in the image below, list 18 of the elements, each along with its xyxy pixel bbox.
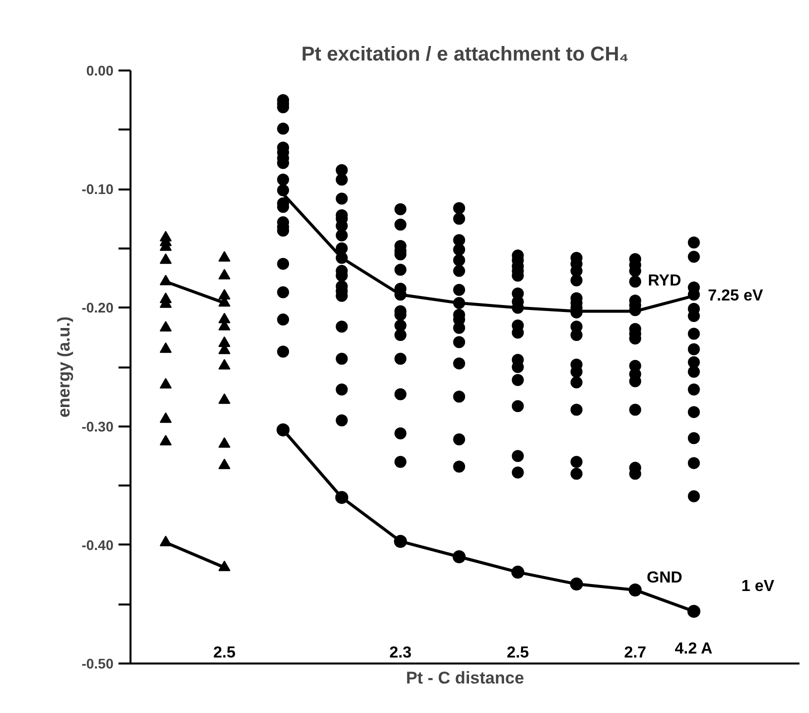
y-tick-label: -0.50 (82, 656, 114, 672)
x-tick-label: 2.5 (213, 644, 236, 662)
y-tick-label: -0.40 (82, 536, 114, 553)
annotation: 7.25 eV (708, 287, 764, 304)
x-tick-label: 2.3 (389, 644, 412, 662)
y-axis-title: energy (a.u.) (54, 316, 74, 418)
x-axis-title: Pt - C distance (406, 668, 524, 688)
x-tick-label: 2.7 (624, 644, 646, 662)
x-tick-label: 2.5 (506, 644, 530, 662)
series-label: RYD (648, 272, 682, 290)
series-label: GND (646, 570, 682, 587)
text: 1 eV (741, 578, 775, 595)
y-tick-label: -0.10 (82, 181, 114, 198)
y-tick-label: 0.00 (86, 62, 114, 78)
chart-title: Pt excitation / e attachment to CH₄ (301, 44, 629, 66)
x-tick-label: 4.2 A (674, 640, 713, 658)
y-tick-label: -0.30 (82, 418, 114, 434)
y-tick-label: -0.20 (82, 300, 114, 316)
